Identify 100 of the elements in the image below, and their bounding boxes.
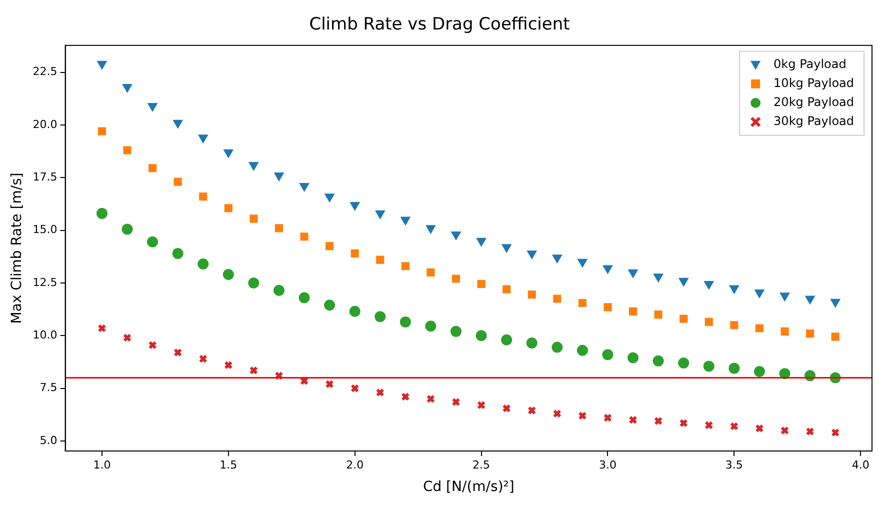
point — [831, 428, 840, 437]
point — [805, 296, 815, 304]
point — [703, 360, 714, 372]
x-axis-title: Cd [N/(m/s)²] — [422, 479, 514, 496]
y-tick-label: 10.0 — [32, 328, 58, 342]
point — [806, 330, 814, 338]
point — [224, 149, 234, 158]
point — [198, 134, 208, 144]
point — [502, 244, 512, 253]
point — [680, 314, 688, 323]
point — [224, 204, 232, 212]
point — [324, 300, 336, 311]
point — [780, 292, 790, 302]
y-tick-label: 7.5 — [40, 381, 58, 394]
point — [754, 366, 765, 377]
x-tick-label: 4.0 — [852, 458, 870, 472]
y-axis-title: Max Climb Rate [m/s] — [9, 172, 26, 324]
point — [376, 256, 384, 264]
point — [603, 413, 612, 422]
point — [501, 334, 512, 346]
point — [576, 344, 588, 356]
point — [476, 238, 486, 246]
point — [755, 324, 764, 332]
point — [528, 406, 536, 415]
point — [425, 320, 436, 332]
point — [730, 422, 739, 431]
x-tick-label: 2.5 — [472, 458, 490, 472]
point — [602, 265, 613, 274]
point — [628, 307, 638, 316]
y-tick-label: 17.5 — [32, 170, 58, 184]
point — [350, 249, 359, 258]
point — [704, 318, 713, 326]
point — [400, 316, 411, 328]
point — [248, 277, 260, 288]
point — [602, 349, 614, 360]
point — [653, 274, 664, 282]
point — [578, 298, 586, 308]
point — [122, 333, 132, 342]
point — [476, 400, 486, 410]
point — [451, 232, 461, 240]
point — [754, 289, 764, 298]
point — [174, 178, 182, 186]
legend-label: 0kg Payload — [774, 57, 846, 72]
point — [704, 420, 714, 430]
point — [780, 327, 789, 336]
point — [604, 303, 612, 312]
y-tick-label: 5.0 — [40, 434, 58, 447]
point — [98, 324, 106, 333]
point — [729, 285, 740, 294]
point — [526, 338, 538, 349]
point — [401, 262, 410, 270]
point — [553, 294, 562, 303]
point — [730, 321, 738, 330]
chart-title: Climb Rate vs Drag Coefficient — [309, 14, 570, 35]
legend-label: 30kg Payload — [774, 114, 854, 128]
point — [174, 348, 182, 357]
point — [450, 326, 462, 337]
point — [628, 352, 639, 364]
point — [806, 427, 814, 436]
point — [678, 358, 690, 369]
point — [147, 236, 158, 248]
point — [122, 224, 133, 235]
point — [552, 254, 562, 264]
point — [552, 409, 562, 418]
point — [375, 210, 385, 219]
legend-label: 10kg Payload — [774, 76, 854, 90]
x-tick-label: 2.0 — [346, 458, 364, 472]
point — [350, 384, 360, 393]
point — [96, 208, 108, 219]
point — [552, 342, 563, 353]
point — [452, 398, 460, 406]
point — [831, 332, 840, 341]
point — [679, 418, 688, 428]
point — [199, 192, 208, 201]
legend-label: 20kg Payload — [774, 95, 854, 110]
point — [299, 183, 310, 192]
point — [224, 360, 233, 370]
point — [325, 380, 334, 388]
point — [148, 164, 157, 172]
point — [400, 216, 410, 226]
point — [426, 394, 436, 404]
point — [476, 330, 487, 342]
point — [426, 225, 436, 234]
x-tick-label: 1.5 — [220, 458, 238, 472]
point — [222, 269, 234, 280]
point — [578, 411, 587, 420]
point — [830, 298, 840, 308]
point — [502, 404, 511, 413]
point — [248, 162, 259, 170]
point — [300, 232, 308, 241]
point — [198, 258, 209, 270]
point — [324, 194, 334, 202]
point — [274, 172, 284, 182]
point — [728, 362, 740, 374]
point — [477, 280, 486, 288]
point — [350, 202, 360, 211]
point — [98, 127, 106, 136]
point — [274, 224, 284, 232]
point — [652, 355, 664, 366]
point — [528, 290, 536, 299]
